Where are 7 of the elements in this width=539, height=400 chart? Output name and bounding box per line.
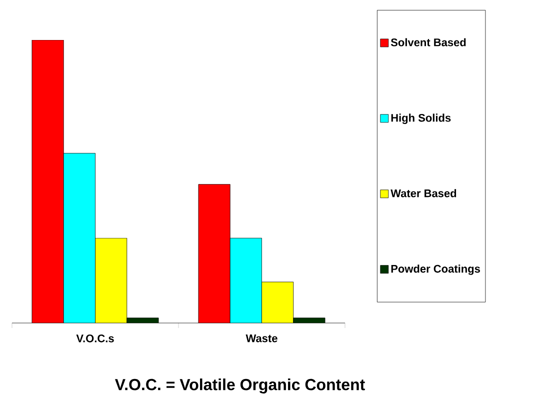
text: V.O.C. = Volatile Organic Content [114, 378, 365, 394]
legend-label: Powder Coatings [391, 264, 480, 275]
x-tick-label: Waste [246, 334, 278, 342]
legend-label: High Solids [391, 114, 451, 124]
x-tick-label: V.O.C.s [76, 334, 114, 342]
legend-label: Water Based [390, 189, 456, 198]
legend-label: Solvent Based [390, 38, 466, 46]
